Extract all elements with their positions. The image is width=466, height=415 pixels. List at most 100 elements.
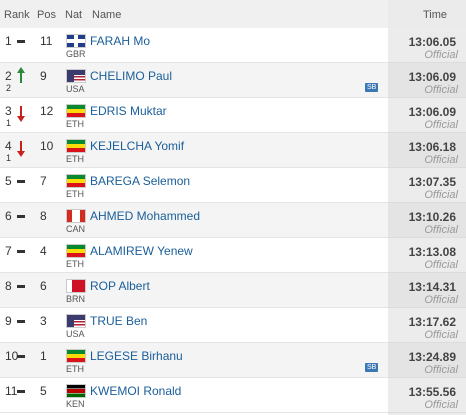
row-bg [0, 28, 388, 63]
pos: 8 [40, 209, 47, 223]
status: Official [424, 189, 458, 201]
rank: 9 [5, 314, 12, 328]
row-bg [0, 98, 388, 133]
rank-arrow [20, 106, 22, 118]
flag [66, 209, 86, 223]
country-code: ETH [66, 189, 84, 199]
row-bg [0, 168, 388, 203]
pos: 4 [40, 244, 47, 258]
row-bg [0, 308, 388, 343]
pos: 9 [40, 69, 47, 83]
country-code: USA [66, 329, 85, 339]
header-time: Time [423, 9, 448, 21]
flag [66, 349, 86, 363]
rank-dash [17, 215, 25, 218]
athlete-name[interactable]: ROP Albert [90, 279, 150, 293]
rank-dash [17, 40, 25, 43]
row-time-bg [388, 238, 466, 273]
country-code: BRN [66, 294, 86, 304]
rank-arrow-head [17, 116, 25, 122]
country-code: ETH [66, 154, 84, 164]
row-time-bg [388, 133, 466, 168]
row-time-bg [388, 98, 466, 133]
rank-arrow [20, 141, 22, 153]
rank: 7 [5, 244, 12, 258]
row-bg [0, 203, 388, 238]
row-bg [0, 378, 388, 413]
rank-dash [17, 285, 25, 288]
rank: 5 [5, 174, 12, 188]
athlete-name[interactable]: ALAMIREW Yenew [90, 244, 193, 258]
athlete-name[interactable]: AHMED Mohammed [90, 209, 201, 223]
time: 13:06.05 [408, 35, 456, 49]
row-bg [0, 343, 388, 378]
row-time-bg [388, 343, 466, 378]
time: 13:07.35 [408, 175, 456, 189]
time: 13:13.08 [408, 245, 456, 259]
row-time-bg [388, 273, 466, 308]
rank-arrow [20, 71, 22, 83]
status: Official [424, 154, 458, 166]
flag [66, 104, 86, 118]
time: 13:06.18 [408, 140, 456, 154]
rank: 11 [5, 384, 18, 398]
row-time-bg [388, 203, 466, 238]
rank: 8 [5, 279, 12, 293]
athlete-name[interactable]: EDRIS Muktar [90, 104, 167, 118]
athlete-name[interactable]: KWEMOI Ronald [90, 384, 182, 398]
athlete-name[interactable]: TRUE Ben [90, 314, 148, 328]
athlete-name[interactable]: LEGESE Birhanu [90, 349, 183, 363]
row-bg [0, 273, 388, 308]
country-code: GBR [66, 49, 86, 59]
rank-arrow-head [17, 67, 25, 73]
pos: 10 [40, 139, 54, 153]
header-name: Name [92, 9, 122, 21]
country-code: KEN [66, 399, 85, 409]
time: 13:24.89 [408, 350, 456, 364]
time: 13:14.31 [408, 280, 456, 294]
country-code: ETH [66, 119, 84, 129]
status: Official [424, 84, 458, 96]
rank-change: 2 [6, 83, 12, 93]
rank: 10 [5, 349, 19, 363]
pos: 3 [40, 314, 47, 328]
rank-dash [17, 355, 25, 358]
rank-dash [17, 320, 25, 323]
rank: 4 [5, 139, 12, 153]
pos: 7 [40, 174, 47, 188]
country-code: CAN [66, 224, 86, 234]
time: 13:55.56 [408, 385, 456, 399]
row-bg [0, 238, 388, 273]
flag [66, 314, 86, 328]
athlete-name[interactable]: BAREGA Selemon [90, 174, 191, 188]
status: Official [424, 49, 458, 61]
status: Official [424, 224, 458, 236]
flag [66, 69, 86, 83]
header-rank: Rank [4, 9, 30, 21]
flag [66, 384, 86, 398]
row-time-bg [388, 168, 466, 203]
time: 13:06.09 [408, 105, 456, 119]
athlete-name[interactable]: CHELIMO Paul [90, 69, 173, 83]
flag [66, 174, 86, 188]
pos: 1 [40, 349, 47, 363]
time: 13:17.62 [408, 315, 456, 329]
header-pos: Pos [37, 9, 56, 21]
country-code: USA [66, 84, 85, 94]
row-time-bg [388, 28, 466, 63]
flag [66, 279, 86, 293]
rank-dash [17, 390, 25, 393]
athlete-name[interactable]: KEJELCHA Yomif [90, 139, 185, 153]
pos: 5 [40, 384, 47, 398]
rank: 2 [5, 69, 12, 83]
row-bg [0, 63, 388, 98]
status: Official [424, 399, 458, 411]
flag [66, 244, 86, 258]
row-time-bg [388, 378, 466, 413]
pos: 12 [40, 104, 54, 118]
rank-change: 1 [6, 118, 12, 128]
country-code: ETH [66, 259, 84, 269]
athlete-name[interactable]: FARAH Mo [90, 34, 151, 48]
row-time-bg [388, 308, 466, 343]
